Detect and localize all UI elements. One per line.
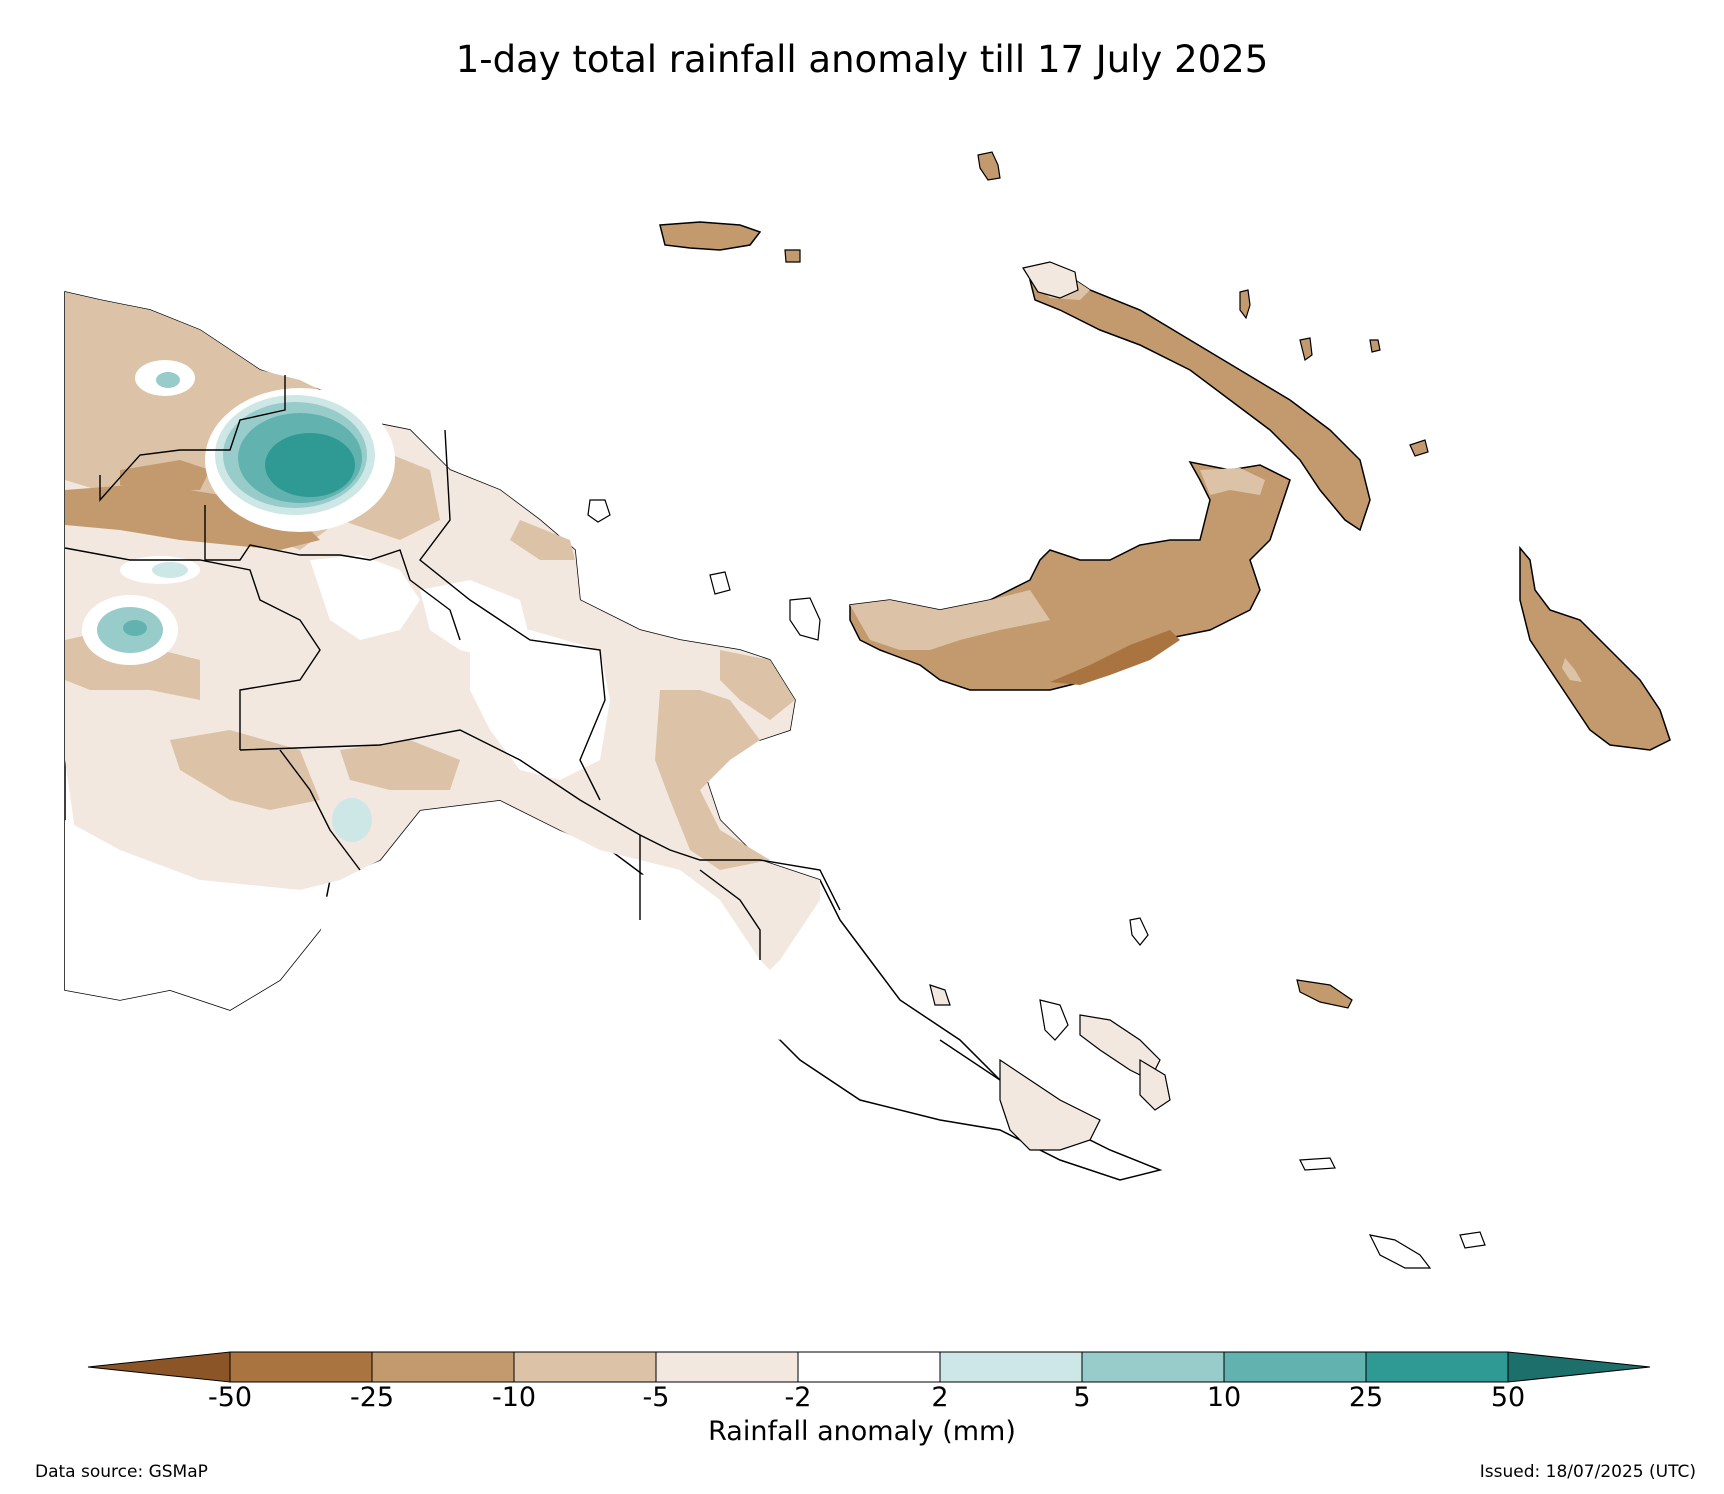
data-source: Data source: GSMaP xyxy=(35,1462,208,1482)
manus-island xyxy=(659,221,762,251)
mainland-neutral-patch-3 xyxy=(600,870,800,1040)
wet-anomaly-west-10 xyxy=(123,620,147,636)
colorbar-tick-1: -50 xyxy=(207,1382,253,1413)
map-title: 1-day total rainfall anomaly till 17 Jul… xyxy=(455,38,1269,81)
new-britain-north-light xyxy=(1200,468,1265,495)
mainland-neutral-patch-1 xyxy=(310,555,530,660)
new-britain-south-strong xyxy=(1050,630,1180,685)
new-ireland xyxy=(1029,269,1371,532)
colorbar-tick-9: 25 xyxy=(1348,1382,1384,1413)
mainland-dry-strong xyxy=(65,460,320,550)
small-islands-neutral xyxy=(587,499,1486,1269)
colorbar-label: Rainfall anomaly (mm) xyxy=(708,1416,1016,1447)
colorbar-tick-7: 5 xyxy=(1073,1382,1091,1413)
mainland-neutral-patch-4 xyxy=(65,820,340,1010)
new-britain-anomaly xyxy=(849,460,1291,691)
new-britain-base xyxy=(849,460,1291,691)
colorbar-extend-low xyxy=(87,1351,231,1383)
small-islands-dry xyxy=(784,151,1429,1009)
wet-anomaly-south xyxy=(332,798,372,842)
issued-date: Issued: 18/07/2025 (UTC) xyxy=(1479,1462,1696,1482)
colorbar-tick-10: 50 xyxy=(1490,1382,1526,1413)
colorbar-bin-3 xyxy=(513,1351,657,1383)
bougainville-light xyxy=(1562,658,1582,682)
province-boundaries xyxy=(64,375,1001,1081)
colorbar-tick-5: -2 xyxy=(784,1382,812,1413)
colorbar-tick-8: 10 xyxy=(1206,1382,1242,1413)
mainland-neutral-patch-2 xyxy=(470,630,610,780)
wet-anomaly-small-1-core xyxy=(156,372,180,388)
small-islands-light xyxy=(929,261,1171,1151)
colorbar-bin-9 xyxy=(1365,1351,1509,1383)
bougainville xyxy=(1519,545,1671,751)
colorbar-extend-high xyxy=(1507,1351,1651,1383)
colorbar-tick-3: -10 xyxy=(491,1382,537,1413)
mainland-anomaly xyxy=(64,291,1163,1181)
colorbar-bin-4 xyxy=(655,1351,799,1383)
colorbar-tick-4: -5 xyxy=(642,1382,670,1413)
colorbar-tick-6: 2 xyxy=(931,1382,949,1413)
colorbar xyxy=(87,1351,1651,1383)
wet-anomaly-north-25 xyxy=(265,433,355,497)
colorbar-tick-2: -25 xyxy=(349,1382,395,1413)
colorbar-bin-2 xyxy=(371,1351,515,1383)
wet-anomaly-small-2-core xyxy=(152,562,188,578)
new-britain-west-light xyxy=(850,590,1050,650)
colorbar-bin-7 xyxy=(1081,1351,1225,1383)
colorbar-bin-8 xyxy=(1223,1351,1367,1383)
colorbar-bin-5 xyxy=(797,1351,941,1383)
colorbar-bin-1 xyxy=(229,1351,373,1383)
colorbar-bin-6 xyxy=(939,1351,1083,1383)
